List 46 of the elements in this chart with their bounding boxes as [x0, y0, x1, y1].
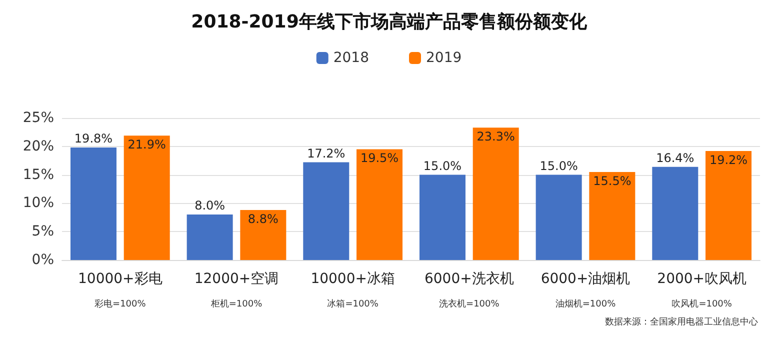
text: 吹风机=100%: [672, 298, 732, 310]
bar: [652, 166, 698, 260]
data-label: 19.2%: [709, 152, 748, 167]
bar: [186, 214, 233, 260]
bar: [589, 172, 636, 260]
y-tick-label: 5%: [32, 224, 54, 240]
data-label: 19.5%: [360, 151, 399, 166]
text: 柜机=100%: [210, 298, 263, 310]
data-label: 21.9%: [128, 138, 166, 152]
data-label: 8.0%: [194, 198, 226, 213]
legend-label: 2018: [333, 50, 370, 66]
bar: [419, 174, 466, 260]
x-tick-label: 6000+油烟机: [540, 271, 630, 287]
data-label: 17.2%: [307, 146, 346, 160]
bar: [706, 150, 752, 260]
source-note: 数据来源：全国家用电器工业信息中心: [605, 316, 758, 328]
x-tick-label: 6000+洗衣机: [424, 271, 514, 287]
y-tick-label: 25%: [22, 110, 54, 126]
x-tick-label: 10000+冰箱: [310, 271, 395, 287]
y-tick-label: 15%: [22, 166, 54, 183]
text: 彩电=100%: [94, 298, 146, 310]
bar: [356, 149, 403, 260]
bar: [303, 162, 350, 260]
text: 冰箱=100%: [327, 298, 379, 310]
x-tick-label: 10000+彩电: [78, 271, 162, 287]
text: 洗衣机=100%: [439, 298, 500, 310]
data-label: 8.8%: [248, 212, 278, 226]
bar: [124, 136, 170, 260]
bar: [472, 128, 519, 260]
chart-title: 2018-2019年线下市场高端产品零售额份额变化: [191, 12, 588, 32]
y-tick-label: 10%: [22, 195, 54, 212]
bar: [536, 174, 582, 260]
text: 油烟机=100%: [555, 298, 616, 310]
data-label: 15.0%: [423, 158, 462, 173]
bar: [70, 148, 116, 260]
y-tick-label: 0%: [32, 252, 54, 268]
data-label: 16.4%: [656, 150, 694, 165]
legend-label: 2019: [426, 50, 462, 66]
data-label: 15.0%: [540, 158, 578, 173]
x-tick-label: 2000+吹风机: [657, 271, 747, 287]
y-tick-label: 20%: [22, 138, 54, 154]
x-tick-label: 12000+空调: [194, 271, 279, 287]
data-label: 23.3%: [476, 130, 515, 144]
data-label: 15.5%: [593, 174, 632, 188]
data-label: 19.8%: [74, 132, 113, 146]
bar: [240, 210, 286, 260]
